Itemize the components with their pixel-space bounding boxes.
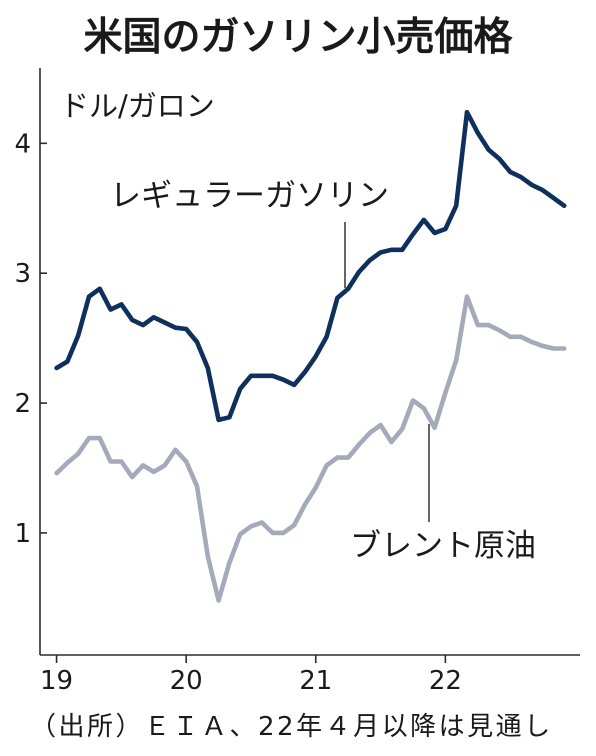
y-tick-label: 1 <box>14 519 31 549</box>
axes <box>39 68 580 656</box>
x-tick-label: 19 <box>40 666 73 696</box>
series-line-brent-crude <box>54 294 567 603</box>
y-tick-label: 2 <box>14 389 31 419</box>
x-tick-label: 22 <box>429 666 462 696</box>
y-axis-ticks: 1 2 3 4 <box>14 129 47 549</box>
series-line-regular-gasoline <box>54 109 567 423</box>
series-label-regular-gasoline: レギュラーガソリン <box>110 178 389 214</box>
x-tick-label: 20 <box>170 666 203 696</box>
x-axis-ticks: 19 20 21 22 <box>40 655 462 696</box>
chart-title: 米国のガソリン小売価格 <box>83 15 513 60</box>
series-lines <box>54 109 567 603</box>
y-tick-label: 3 <box>14 259 31 289</box>
y-axis-unit-label: ドル/ガロン <box>60 89 215 123</box>
x-tick-label: 21 <box>299 666 332 696</box>
y-tick-label: 4 <box>14 129 31 159</box>
series-label-brent-crude: ブレント原油 <box>350 528 536 564</box>
source-note: （出所）ＥＩＡ、22年４月以降は見通し <box>30 712 553 742</box>
